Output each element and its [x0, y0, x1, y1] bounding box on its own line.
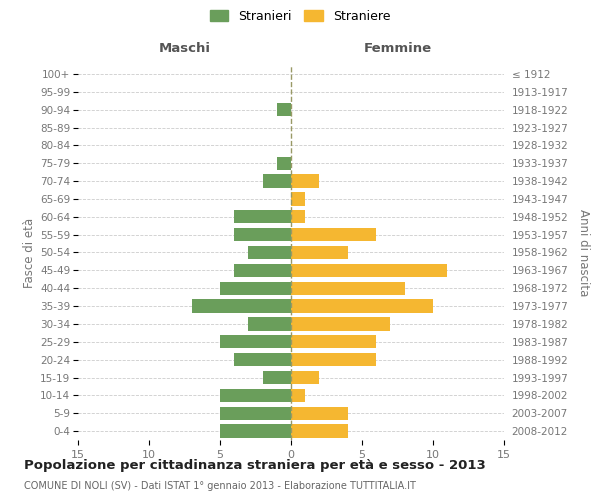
Bar — [234, 264, 291, 277]
Legend: Stranieri, Straniere: Stranieri, Straniere — [206, 6, 394, 26]
Y-axis label: Anni di nascita: Anni di nascita — [577, 209, 590, 296]
Y-axis label: Fasce di età: Fasce di età — [23, 218, 36, 288]
Bar — [277, 103, 291, 117]
Bar — [234, 210, 291, 224]
Bar — [220, 282, 291, 295]
Bar — [291, 282, 404, 295]
Bar — [291, 353, 376, 366]
Bar — [291, 300, 433, 313]
Bar — [263, 174, 291, 188]
Bar — [263, 371, 291, 384]
Bar — [277, 156, 291, 170]
Bar — [220, 388, 291, 402]
Bar — [220, 335, 291, 348]
Bar — [220, 424, 291, 438]
Bar — [291, 174, 319, 188]
Text: COMUNE DI NOLI (SV) - Dati ISTAT 1° gennaio 2013 - Elaborazione TUTTITALIA.IT: COMUNE DI NOLI (SV) - Dati ISTAT 1° genn… — [24, 481, 416, 491]
Bar — [248, 246, 291, 259]
Bar — [291, 388, 305, 402]
Text: Popolazione per cittadinanza straniera per età e sesso - 2013: Popolazione per cittadinanza straniera p… — [24, 460, 486, 472]
Bar — [291, 246, 348, 259]
Bar — [291, 228, 376, 241]
Bar — [234, 228, 291, 241]
Bar — [291, 371, 319, 384]
Bar — [291, 424, 348, 438]
Bar — [291, 335, 376, 348]
Bar — [291, 210, 305, 224]
Bar — [220, 406, 291, 420]
Bar — [248, 317, 291, 330]
Bar — [291, 192, 305, 205]
Bar — [291, 264, 447, 277]
Bar — [291, 317, 391, 330]
Bar — [191, 300, 291, 313]
Bar — [234, 353, 291, 366]
Bar — [291, 406, 348, 420]
